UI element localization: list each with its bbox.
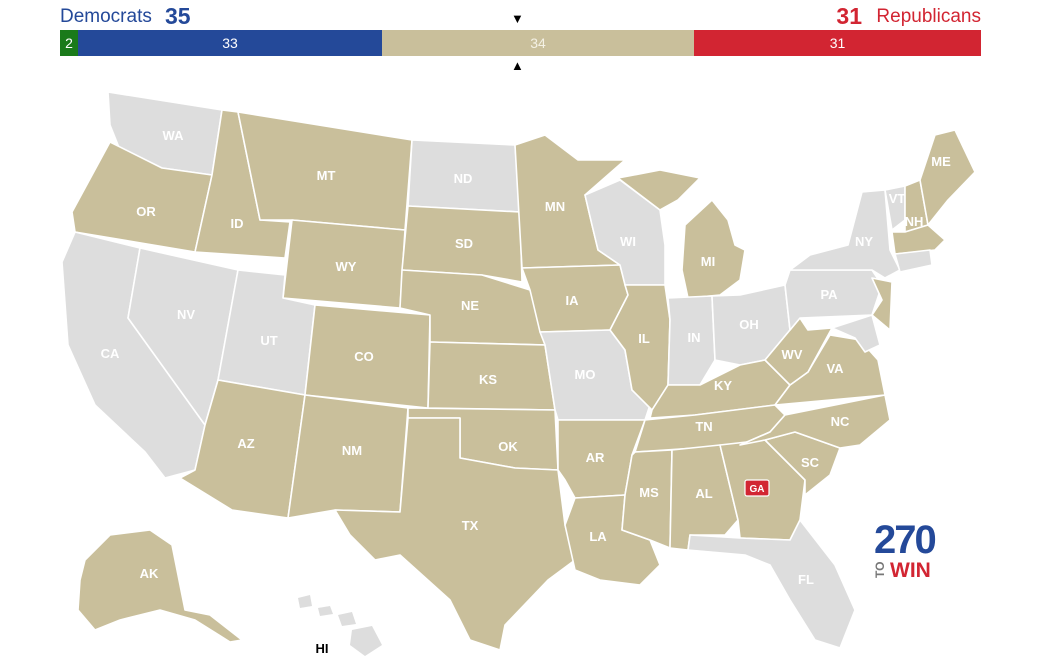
state-NY[interactable] — [789, 189, 901, 279]
label-HI: HI — [316, 641, 329, 656]
democrat-segment: 33 — [78, 30, 382, 56]
logo-win: WIN — [890, 559, 931, 582]
state-FL[interactable] — [687, 519, 856, 649]
state-ME[interactable] — [919, 129, 976, 226]
ga-special-election-badge[interactable]: GA — [744, 479, 770, 497]
state-HI[interactable] — [298, 595, 382, 656]
label-VT: VT — [889, 191, 906, 206]
label-AL: AL — [695, 486, 712, 501]
label-ID: ID — [231, 216, 244, 231]
tossup-segment: 34 — [382, 30, 694, 56]
state-NJ[interactable] — [871, 277, 893, 331]
label-AZ: AZ — [237, 436, 254, 451]
label-TX: TX — [462, 518, 479, 533]
republican-segment: 31 — [694, 30, 981, 56]
label-NH: NH — [905, 214, 924, 229]
ga-badge-text: GA — [750, 484, 765, 495]
label-OK: OK — [498, 439, 518, 454]
state-TX[interactable] — [334, 417, 576, 651]
label-WI: WI — [620, 234, 636, 249]
label-MO: MO — [575, 367, 596, 382]
label-AK: AK — [140, 566, 159, 581]
senate-balance-header: Democrats 35 ▼ 31 Republicans 2 33 34 31… — [60, 0, 981, 73]
independent-segment: 2 — [60, 30, 78, 56]
label-NE: NE — [461, 298, 479, 313]
label-KS: KS — [479, 372, 497, 387]
label-WA: WA — [163, 128, 185, 143]
270towin-logo[interactable]: 270 TO WIN — [873, 518, 944, 582]
state-MI[interactable] — [681, 199, 746, 299]
label-NM: NM — [342, 443, 362, 458]
label-CA: CA — [101, 346, 120, 361]
label-AR: AR — [586, 450, 605, 465]
state-SD[interactable] — [401, 205, 523, 283]
label-TN: TN — [695, 419, 712, 434]
label-LA: LA — [589, 529, 607, 544]
logo-270: 270 — [874, 518, 937, 562]
state-CT-RI[interactable] — [894, 249, 933, 273]
majority-marker-up-icon: ▲ — [511, 58, 524, 73]
label-CO: CO — [354, 349, 374, 364]
label-VA: VA — [826, 361, 844, 376]
label-UT: UT — [260, 333, 277, 348]
label-NC: NC — [831, 414, 850, 429]
logo-to: TO — [873, 561, 887, 579]
state-AK[interactable] — [77, 529, 243, 643]
label-IL: IL — [638, 331, 650, 346]
label-NV: NV — [177, 307, 195, 322]
label-MT: MT — [317, 168, 336, 183]
label-IA: IA — [566, 293, 580, 308]
label-ME: ME — [931, 154, 951, 169]
label-OR: OR — [136, 204, 156, 219]
label-SD: SD — [455, 236, 473, 251]
label-OH: OH — [739, 317, 759, 332]
state-MA[interactable] — [891, 224, 946, 255]
label-FL: FL — [798, 572, 814, 587]
state-DE-MD[interactable] — [831, 314, 881, 353]
label-MS: MS — [639, 485, 659, 500]
republicans-label: Republicans — [876, 6, 981, 27]
label-NY: NY — [855, 234, 873, 249]
state-IL[interactable] — [609, 284, 671, 411]
label-MI: MI — [701, 254, 715, 269]
republicans-total: 31 — [836, 3, 862, 29]
label-WY: WY — [336, 259, 357, 274]
label-SC: SC — [801, 455, 820, 470]
seat-balance-bar: 2 33 34 31 — [60, 30, 981, 56]
label-WV: WV — [782, 347, 803, 362]
label-KY: KY — [714, 378, 732, 393]
majority-marker-down-icon: ▼ — [511, 11, 524, 26]
state-NC[interactable] — [739, 394, 891, 449]
label-MN: MN — [545, 199, 565, 214]
state-MI-upper[interactable] — [617, 169, 701, 211]
label-IN: IN — [688, 330, 701, 345]
democrats-label: Democrats — [60, 6, 152, 27]
label-PA: PA — [820, 287, 838, 302]
us-senate-map: WA OR CA ID NV MT WY UT AZ CO NM ND SD N… — [61, 91, 976, 656]
label-ND: ND — [454, 171, 473, 186]
democrats-total: 35 — [165, 3, 191, 29]
